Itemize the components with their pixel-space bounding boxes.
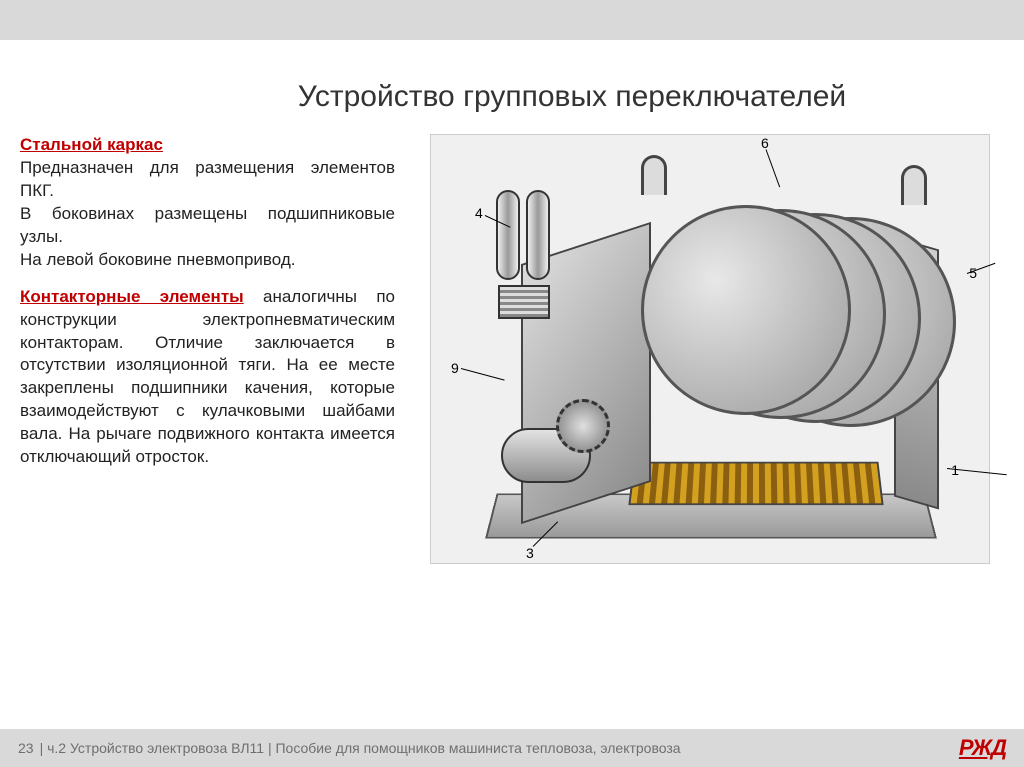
fig-hook [901, 165, 927, 205]
fig-cylinder [526, 190, 550, 280]
callout-5: 5 [969, 265, 977, 281]
fig-cylinder [496, 190, 520, 280]
para-frame-a: Предназначен для размещения элементов ПК… [20, 158, 395, 200]
para-frame: Стальной каркас Предназначен для размеще… [20, 134, 395, 272]
subtitle-contactors: Контакторные элементы [20, 287, 244, 306]
fig-arc-chambers [641, 205, 941, 445]
fig-pneumatic [496, 190, 556, 320]
leader [461, 368, 505, 381]
spacer [0, 40, 1024, 70]
content-row: Стальной каркас Предназначен для размеще… [0, 134, 1024, 574]
para-frame-c: На левой боковине пневмопривод. [20, 250, 295, 269]
fig-spring [498, 285, 550, 319]
para-contactors: Контакторные элементы ана­логичны по кон… [20, 286, 395, 470]
page-number: 23 [18, 740, 34, 756]
fig-grille [628, 462, 883, 505]
top-band [0, 0, 1024, 40]
callout-4: 4 [475, 205, 483, 221]
footer-bar: 23 | ч.2 Устройство электровоза ВЛ11 | П… [0, 729, 1024, 767]
fig-arc [641, 205, 851, 415]
footer-text: | ч.2 Устройство электровоза ВЛ11 | Посо… [40, 740, 681, 756]
callout-9: 9 [451, 360, 459, 376]
rzd-logo: РЖД [959, 735, 1006, 761]
leader [766, 149, 781, 187]
text-column: Стальной каркас Предназначен для размеще… [20, 134, 410, 574]
para-contactors-body: ана­логичны по конструкции электроп­невм… [20, 287, 395, 467]
fig-hook [641, 155, 667, 195]
subtitle-frame: Стальной каркас [20, 135, 163, 154]
figure-column: 6 4 5 9 3 1 [410, 134, 1004, 574]
technical-figure: 6 4 5 9 3 1 [430, 134, 990, 564]
page-title: Устройство групповых переключателей [120, 70, 1024, 134]
callout-3: 3 [526, 545, 534, 561]
para-frame-b: В боковинах размещены подшипни­ковые узл… [20, 204, 395, 246]
fig-gear [556, 399, 610, 453]
